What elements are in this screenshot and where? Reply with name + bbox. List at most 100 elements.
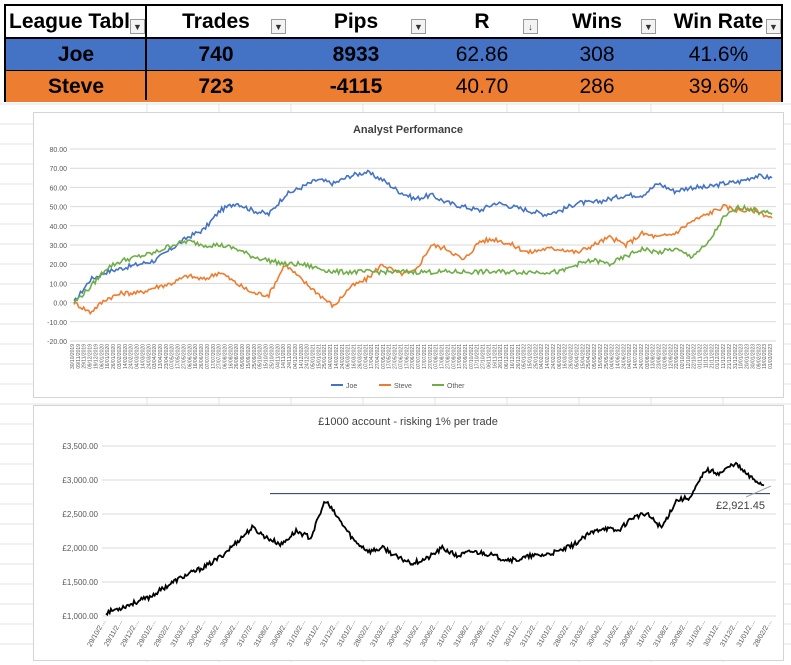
x-tick-label: 15/01/2021 — [316, 344, 322, 369]
y-tick-label: £2,500.00 — [62, 510, 98, 519]
x-tick-label: 14/02/2022 — [545, 344, 551, 369]
row-pips: -4115 — [329, 74, 383, 98]
x-tick-label: 17/10/2021 — [475, 344, 481, 369]
x-tick-label: 13/04/2020 — [158, 344, 164, 369]
x-tick-label: 26/01/2020 — [111, 344, 117, 369]
x-tick-label: 02/09/2022 — [662, 344, 668, 369]
x-tick-label: 24/06/2022 — [621, 344, 627, 369]
x-tick-label: 12/09/2022 — [668, 344, 674, 369]
x-tick-label: 26/12/2021 — [516, 344, 522, 369]
x-tick-label: 07/08/2021 — [434, 344, 440, 369]
x-tick-label: 13/08/2022 — [651, 344, 657, 369]
x-tick-label: 14/11/2020 — [281, 344, 287, 369]
x-tick-label: 25/01/2021 — [322, 344, 328, 369]
x-tick-label: 11/12/2022 — [721, 344, 727, 369]
equity-line — [105, 461, 765, 617]
filter-dropdown-pips[interactable]: ▼ — [411, 19, 426, 34]
league-table-header: League Tabl ▼ Trades ▼ Pips ▼ R ↓ Wins ▼… — [6, 6, 781, 39]
x-tick-label: 26/06/2020 — [199, 344, 205, 369]
row-pips: 8933 — [332, 42, 380, 66]
legend-entry: Joe — [346, 383, 357, 390]
x-tick-label: 06/08/2020 — [223, 344, 229, 369]
x-tick-label: 06/03/2022 — [557, 344, 563, 369]
x-tick-label: 27/07/2021 — [428, 344, 434, 369]
x-tick-label: 01/12/2022 — [715, 344, 721, 369]
y-tick-label: 40.00 — [49, 224, 67, 231]
x-tick-label: 03/04/2020 — [152, 344, 158, 369]
x-tick-label: 04/11/2020 — [275, 344, 281, 369]
x-tick-label: 27/06/2021 — [410, 344, 416, 369]
x-tick-label: 17/07/2020 — [211, 344, 217, 369]
y-tick-label: 60.00 — [49, 185, 67, 192]
x-tick-label: 05/10/2020 — [258, 344, 264, 369]
series-line-steve — [73, 203, 773, 316]
x-tick-label: 16/08/2020 — [228, 344, 234, 369]
x-tick-label: 10/01/2023 — [739, 344, 745, 369]
x-tick-label: 04/12/2020 — [293, 344, 299, 369]
chart-title: £1000 account - risking 1% per trade — [318, 416, 498, 428]
sort-dropdown-r[interactable]: ↓ — [523, 19, 538, 34]
x-tick-label: 01/03/2023 — [768, 344, 774, 369]
x-tick-label: 04/07/2022 — [627, 344, 633, 369]
chart-title: Analyst Performance — [353, 124, 463, 136]
table-row: Steve 723 -4115 40.70 286 39.6% — [6, 71, 781, 102]
x-tick-label: 17/05/2020 — [176, 344, 182, 369]
x-tick-label: 05/09/2020 — [240, 344, 246, 369]
x-tick-label: 09/12/2019 — [88, 344, 94, 369]
x-tick-label: 16/12/2021 — [510, 344, 516, 369]
legend-entry: Other — [447, 383, 465, 390]
header-wins: Wins — [572, 9, 622, 33]
x-tick-label: 16/06/2020 — [193, 344, 199, 369]
x-tick-label: 05/04/2022 — [574, 344, 580, 369]
row-name: Steve — [47, 74, 105, 98]
x-tick-label: 24/03/2020 — [146, 344, 152, 369]
analyst-performance-chart[interactable]: Analyst Performance 80.00 70.00 60.00 50.00… — [33, 112, 784, 398]
x-tick-label: 30/01/2023 — [750, 344, 756, 369]
row-trades: 740 — [198, 42, 234, 66]
x-tick-label: 21/11/2022 — [709, 344, 715, 369]
x-tick-label: 04/03/2020 — [135, 344, 141, 369]
x-tick-label: 25/05/2022 — [604, 344, 610, 369]
x-tick-label: 26/08/2020 — [234, 344, 240, 369]
x-tick-label: 07/07/2021 — [416, 344, 422, 369]
x-tick-label: 17/06/2021 — [404, 344, 410, 369]
x-tick-label: 05/05/2022 — [592, 344, 598, 369]
x-tick-label: 06/11/2021 — [486, 344, 492, 369]
series-line-joe — [73, 169, 773, 302]
x-tick-label: 05/01/2021 — [310, 344, 316, 369]
x-tick-label: 11/11/2022 — [703, 344, 709, 369]
x-tick-label: 09/11/2019 — [76, 344, 82, 369]
x-tick-label: 16/03/2021 — [352, 344, 358, 369]
x-tick-label: 22/09/2022 — [674, 344, 680, 369]
filter-dropdown-name[interactable]: ▼ — [130, 19, 145, 34]
x-tick-label: 03/02/2020 — [117, 344, 123, 369]
x-tick-label: 07/04/2021 — [363, 344, 369, 369]
y-tick-label: -10.00 — [47, 320, 67, 327]
y-tick-label: £3,000.00 — [62, 476, 98, 485]
x-tick-label: 19/02/2023 — [762, 344, 768, 369]
x-tick-label: 15/04/2022 — [580, 344, 586, 369]
account-growth-chart[interactable]: £1000 account - risking 1% per trade £3,… — [33, 405, 784, 661]
x-tick-label: 26/03/2022 — [569, 344, 575, 369]
header-win-rate: Win Rate — [673, 9, 764, 33]
x-tick-label: 04/02/2022 — [539, 344, 545, 369]
x-tick-label: 14/12/2020 — [299, 344, 305, 369]
x-tick-label: 16/01/2020 — [105, 344, 111, 369]
filter-dropdown-win-rate[interactable]: ▼ — [766, 19, 781, 34]
x-tick-label: 17/08/2021 — [440, 344, 446, 369]
filter-dropdown-wins[interactable]: ▼ — [641, 19, 656, 34]
row-wins: 308 — [579, 42, 615, 66]
x-tick-label: 25/01/2022 — [533, 344, 539, 369]
filter-dropdown-trades[interactable]: ▼ — [271, 19, 286, 34]
header-name: League Tabl — [9, 9, 130, 33]
x-tick-label: 27/04/2021 — [375, 344, 381, 369]
y-tick-label: -20.00 — [47, 339, 67, 346]
x-tick-label: 05/01/2022 — [522, 344, 528, 369]
row-r: 40.70 — [455, 74, 509, 98]
x-tick-label: 07/06/2021 — [398, 344, 404, 369]
x-tick-label: 06/06/2020 — [187, 344, 193, 369]
x-tick-label: 23/04/2020 — [164, 344, 170, 369]
x-tick-label: 15/10/2020 — [264, 344, 270, 369]
x-tick-label: 24/12/2020 — [305, 344, 311, 369]
x-tick-label: 27/08/2021 — [445, 344, 451, 369]
